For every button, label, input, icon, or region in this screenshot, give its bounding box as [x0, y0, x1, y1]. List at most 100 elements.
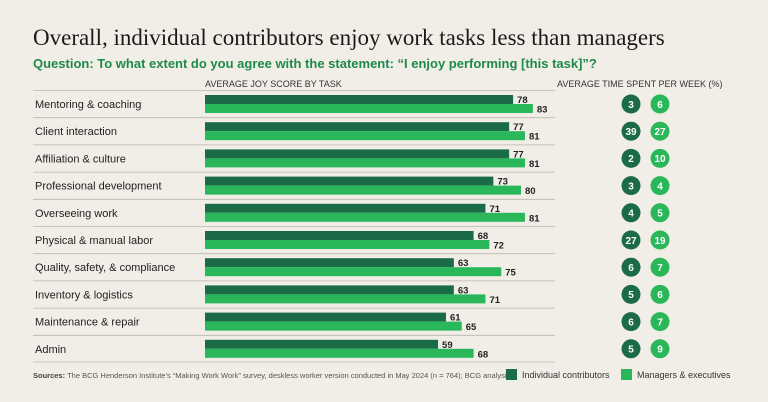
time-circle-mgr — [650, 94, 670, 114]
bar-individual-contributors — [205, 312, 446, 322]
time-value-ic: 4 — [628, 209, 634, 220]
bar-managers-executives — [205, 267, 502, 277]
data-label-mgr: 72 — [493, 241, 504, 252]
time-value-ic: 6 — [628, 317, 634, 328]
time-circle-mgr — [650, 257, 670, 277]
time-circle-ic — [621, 257, 641, 277]
category-label: Affiliation & culture — [35, 153, 126, 165]
data-label-ic: 71 — [489, 204, 500, 215]
bar-individual-contributors — [205, 339, 439, 349]
bar-managers-executives — [205, 212, 525, 222]
data-label-ic: 77 — [513, 122, 524, 133]
bar-managers-executives — [205, 294, 486, 304]
data-label-mgr: 81 — [529, 213, 540, 224]
time-value-mgr: 7 — [657, 263, 663, 274]
category-label: Maintenance & repair — [35, 317, 140, 329]
bar-managers-executives — [205, 131, 525, 141]
time-value-ic: 39 — [625, 127, 637, 138]
bar-individual-contributors — [205, 122, 510, 132]
data-label-mgr: 68 — [478, 349, 489, 360]
bar-individual-contributors — [205, 258, 454, 268]
data-label-ic: 63 — [458, 285, 469, 296]
data-label-ic: 77 — [513, 149, 524, 160]
time-circle-mgr — [650, 339, 670, 359]
time-value-mgr: 7 — [657, 317, 663, 328]
legend-managers-executives: Managers & executives — [621, 369, 731, 380]
data-label-mgr: 81 — [529, 132, 540, 143]
bar-individual-contributors — [205, 203, 486, 213]
time-circle-mgr — [650, 284, 670, 304]
time-circle-mgr — [650, 176, 670, 196]
time-value-mgr: 4 — [657, 181, 663, 192]
time-circle-ic — [621, 121, 641, 141]
data-label-mgr: 65 — [466, 322, 477, 333]
time-value-ic: 27 — [625, 236, 637, 247]
time-circle-ic — [621, 284, 641, 304]
time-value-ic: 5 — [628, 290, 634, 301]
category-label: Physical & manual labor — [35, 235, 153, 247]
bar-individual-contributors — [205, 95, 514, 104]
data-label-ic: 78 — [517, 95, 528, 106]
time-value-ic: 3 — [628, 181, 634, 192]
legend-swatch-ic — [506, 369, 517, 380]
category-label: Overseeing work — [35, 208, 118, 220]
bar-individual-contributors — [205, 149, 510, 159]
time-circle-mgr — [650, 312, 670, 332]
data-label-ic: 59 — [442, 340, 453, 351]
category-label: Mentoring & coaching — [35, 99, 141, 111]
category-label: Quality, safety, & compliance — [35, 262, 175, 274]
legend-label-mgr: Managers & executives — [637, 369, 731, 380]
time-circle-mgr — [650, 230, 670, 250]
data-label-mgr: 81 — [529, 159, 540, 170]
bar-managers-executives — [205, 240, 490, 249]
bar-managers-executives — [205, 158, 525, 168]
bar-managers-executives — [205, 321, 462, 331]
time-circle-ic — [621, 176, 641, 196]
data-label-mgr: 80 — [525, 186, 536, 197]
time-value-mgr: 19 — [654, 236, 666, 247]
data-label-mgr: 83 — [537, 105, 548, 116]
data-label-ic: 61 — [450, 313, 461, 324]
legend-individual-contributors: Individual contributors — [506, 369, 610, 380]
legend-label-ic: Individual contributors — [522, 369, 610, 380]
category-label: Professional development — [35, 181, 162, 193]
time-value-mgr: 5 — [657, 209, 663, 220]
time-value-mgr: 6 — [657, 100, 663, 111]
source-label: Sources: — [33, 371, 66, 380]
time-value-ic: 6 — [628, 263, 634, 274]
time-value-ic: 3 — [628, 100, 634, 111]
time-circle-ic — [621, 339, 641, 359]
time-value-mgr: 6 — [657, 290, 663, 301]
data-label-mgr: 71 — [489, 295, 500, 306]
bar-managers-executives — [205, 348, 474, 358]
time-value-mgr: 27 — [654, 127, 666, 138]
data-label-ic: 63 — [458, 258, 469, 269]
category-label: Admin — [35, 344, 66, 356]
time-value-mgr: 9 — [657, 345, 663, 356]
time-circle-ic — [621, 203, 641, 223]
time-value-ic: 5 — [628, 345, 634, 356]
chart-title: Overall, individual contributors enjoy w… — [33, 25, 665, 50]
bar-managers-executives — [205, 104, 533, 113]
bar-individual-contributors — [205, 285, 454, 295]
category-label: Inventory & logistics — [35, 289, 133, 301]
time-circle-mgr — [650, 203, 670, 223]
chart-question: Question: To what extent do you agree wi… — [33, 56, 597, 71]
time-circle-mgr — [650, 148, 670, 168]
time-spent-header: AVERAGE TIME SPENT PER WEEK (%) — [557, 79, 723, 89]
source-text: The BCG Henderson Institute’s “Making Wo… — [67, 371, 513, 380]
bar-individual-contributors — [205, 231, 474, 240]
time-circle-ic — [621, 312, 641, 332]
legend-swatch-mgr — [621, 369, 632, 380]
bar-managers-executives — [205, 185, 521, 195]
time-value-mgr: 10 — [654, 154, 666, 165]
time-circle-ic — [621, 94, 641, 114]
category-label: Client interaction — [35, 126, 117, 138]
time-circle-ic — [621, 148, 641, 168]
joy-score-header: AVERAGE JOY SCORE BY TASK — [205, 79, 342, 89]
data-label-ic: 73 — [497, 177, 508, 188]
bar-individual-contributors — [205, 176, 494, 186]
data-label-ic: 68 — [478, 231, 489, 242]
source-note: Sources: The BCG Henderson Institute’s “… — [33, 371, 512, 380]
